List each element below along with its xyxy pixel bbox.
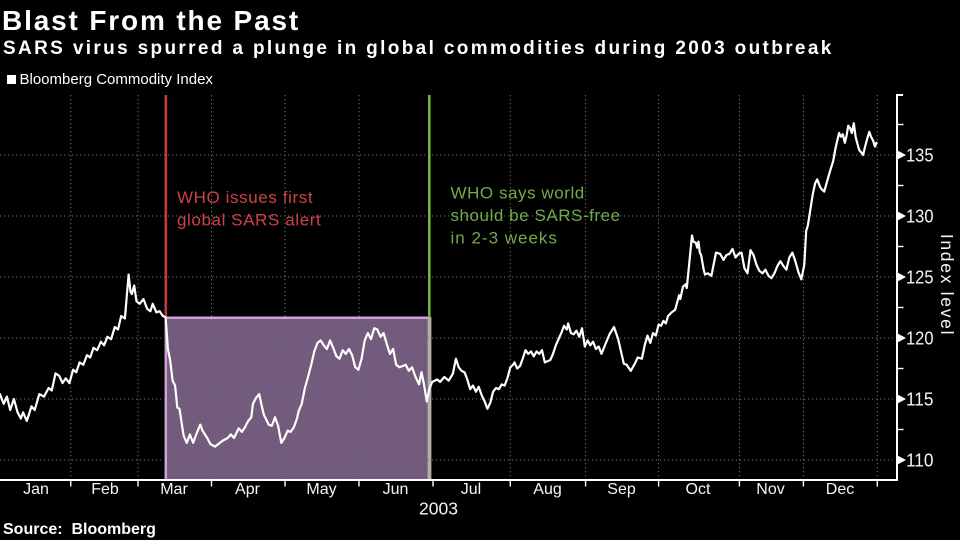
- svg-text:Sep: Sep: [607, 481, 636, 498]
- svg-text:in 2-3 weeks: in 2-3 weeks: [451, 229, 558, 248]
- svg-text:135: 135: [906, 145, 934, 166]
- svg-text:Dec: Dec: [826, 481, 854, 498]
- svg-text:Oct: Oct: [686, 481, 711, 498]
- svg-text:global SARS alert: global SARS alert: [177, 211, 321, 230]
- svg-text:Jul: Jul: [461, 481, 481, 498]
- svg-text:Mar: Mar: [160, 481, 188, 498]
- svg-text:Nov: Nov: [756, 481, 784, 498]
- svg-text:2003: 2003: [419, 499, 458, 519]
- svg-text:Index level: Index level: [937, 234, 957, 336]
- svg-text:should be SARS-free: should be SARS-free: [451, 206, 621, 225]
- svg-text:110: 110: [906, 450, 934, 471]
- svg-text:WHO says world: WHO says world: [451, 184, 585, 203]
- svg-text:Jun: Jun: [383, 481, 409, 498]
- svg-text:Apr: Apr: [235, 481, 261, 498]
- svg-text:Feb: Feb: [91, 481, 119, 498]
- svg-text:115: 115: [906, 389, 934, 410]
- svg-text:Aug: Aug: [533, 481, 561, 498]
- svg-text:May: May: [306, 481, 336, 498]
- svg-text:130: 130: [906, 206, 934, 227]
- svg-text:WHO issues first: WHO issues first: [177, 188, 313, 207]
- svg-text:125: 125: [906, 267, 934, 288]
- svg-text:Jan: Jan: [23, 481, 49, 498]
- svg-text:120: 120: [906, 328, 934, 349]
